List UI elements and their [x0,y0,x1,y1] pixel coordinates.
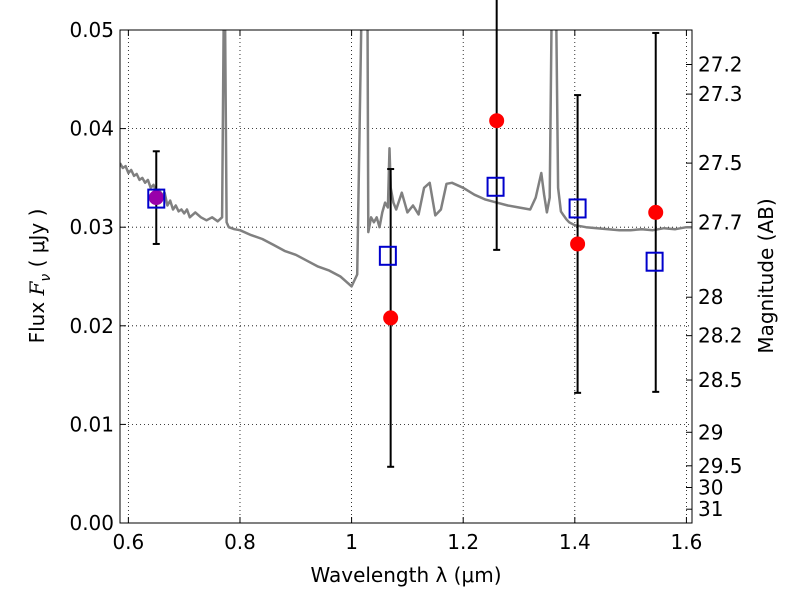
y-axis-label-subscript: ν [38,274,54,282]
x-tick-label: 1.6 [671,530,703,554]
y-axis-label-symbol: F [25,280,49,296]
y-right-tick-label: 27.3 [698,82,743,106]
plot-background [120,30,692,523]
y-right-tick-label: 27.5 [698,151,743,175]
y-tick-label: 0.03 [69,215,114,239]
y-right-tick-label: 29.5 [698,454,743,478]
model-square-point [147,188,166,209]
observed-flux-point [648,204,664,220]
y-tick-label: 0.01 [69,412,114,436]
marker-layer [147,0,664,468]
y-axis-label: Flux Fν ( μJy ) [25,209,54,344]
model-square-point [645,251,664,272]
y-tick-label: 0.04 [69,117,114,141]
x-tick-label: 1 [345,530,358,554]
plot-frame [119,29,693,524]
y-right-tick-label: 29 [698,420,723,444]
y-axis-label-prefix: Flux [25,295,49,343]
ticks: 0.6 0.8 1 1.2 1.4 1.6 0.00 0.01 0.02 0.03 0.04 0.05… [69,18,742,554]
x-tick-label: 1.4 [559,530,591,554]
model-square-point [568,198,587,219]
model-square-point [378,245,397,266]
spectrum-line [120,30,692,288]
y-right-tick-label: 27.7 [698,210,743,234]
x-tick-label: 0.6 [112,530,144,554]
y-tick-label: 0.02 [69,314,114,338]
y-right-tick-label: 28.5 [698,368,743,392]
series-layer [120,30,692,288]
y-axis-label-unit: ( μJy ) [25,209,49,274]
model-square-point [486,176,505,197]
y-right-tick-label: 28 [698,285,723,309]
y-tick-label: 0.00 [69,511,114,535]
x-tick-label: 1.2 [447,530,479,554]
y-tick-label: 0.05 [69,18,114,42]
observed-flux-point [148,190,164,206]
x-tick-label: 0.8 [224,530,256,554]
y-right-tick-label: 27.2 [698,53,743,77]
y-right-tick-label: 30 [698,476,723,500]
y-right-tick-label: 28.2 [698,324,743,348]
y-right-axis-label: Magnitude (AB) [754,198,778,353]
observed-flux-point [489,113,505,129]
y-right-tick-label: 31 [698,497,723,521]
observed-flux-point [570,236,586,252]
observed-flux-point [383,310,399,326]
x-axis-label: Wavelength λ (μm) [310,563,501,587]
